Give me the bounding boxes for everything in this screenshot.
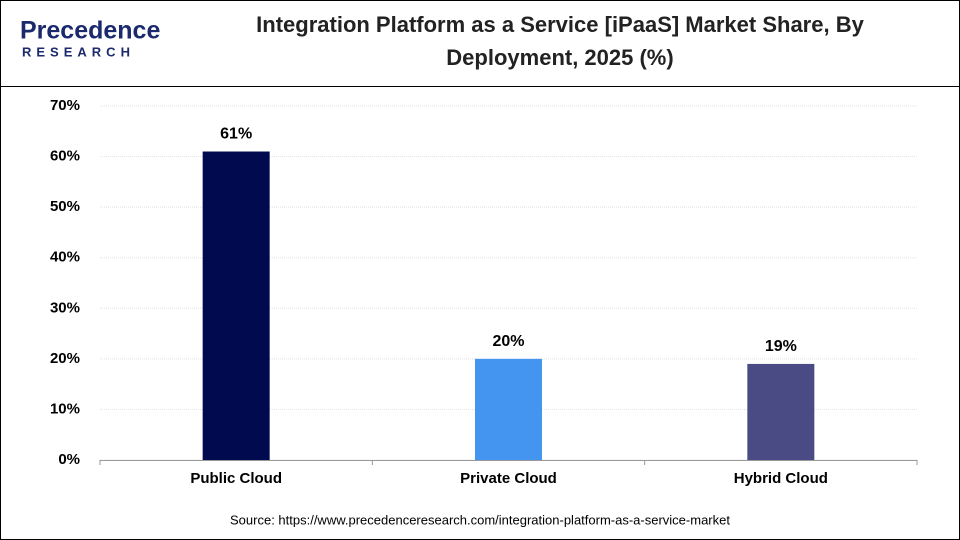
y-tick-label: 70% (50, 97, 80, 114)
title-box: Integration Platform as a Service [iPaaS… (256, 12, 864, 70)
bar (747, 363, 815, 460)
x-tick-label: Hybrid Cloud (734, 470, 828, 487)
x-tick-label: Public Cloud (190, 470, 282, 487)
source: Source: https://www.precedenceresearch.c… (230, 512, 730, 527)
x-tick-label: Private Cloud (460, 470, 557, 487)
value-label: 20% (492, 333, 524, 350)
y-tick-label: 20% (50, 350, 80, 367)
y-tick-label: 0% (58, 451, 80, 468)
y-tick-label: 30% (50, 299, 80, 316)
y-tick-label: 50% (50, 198, 80, 215)
value-label: 19% (765, 338, 797, 355)
logo-sub: RESEARCH (22, 44, 135, 59)
y-tick-label: 10% (50, 400, 80, 417)
y-tick-label: 40% (50, 249, 80, 266)
bar (202, 151, 270, 460)
chart-title: Integration Platform as a Service [iPaaS… (256, 12, 864, 70)
value-label: 61% (220, 126, 252, 143)
logo-name: Precedence (20, 17, 160, 45)
bar (475, 358, 542, 460)
y-tick-label: 60% (50, 148, 80, 165)
